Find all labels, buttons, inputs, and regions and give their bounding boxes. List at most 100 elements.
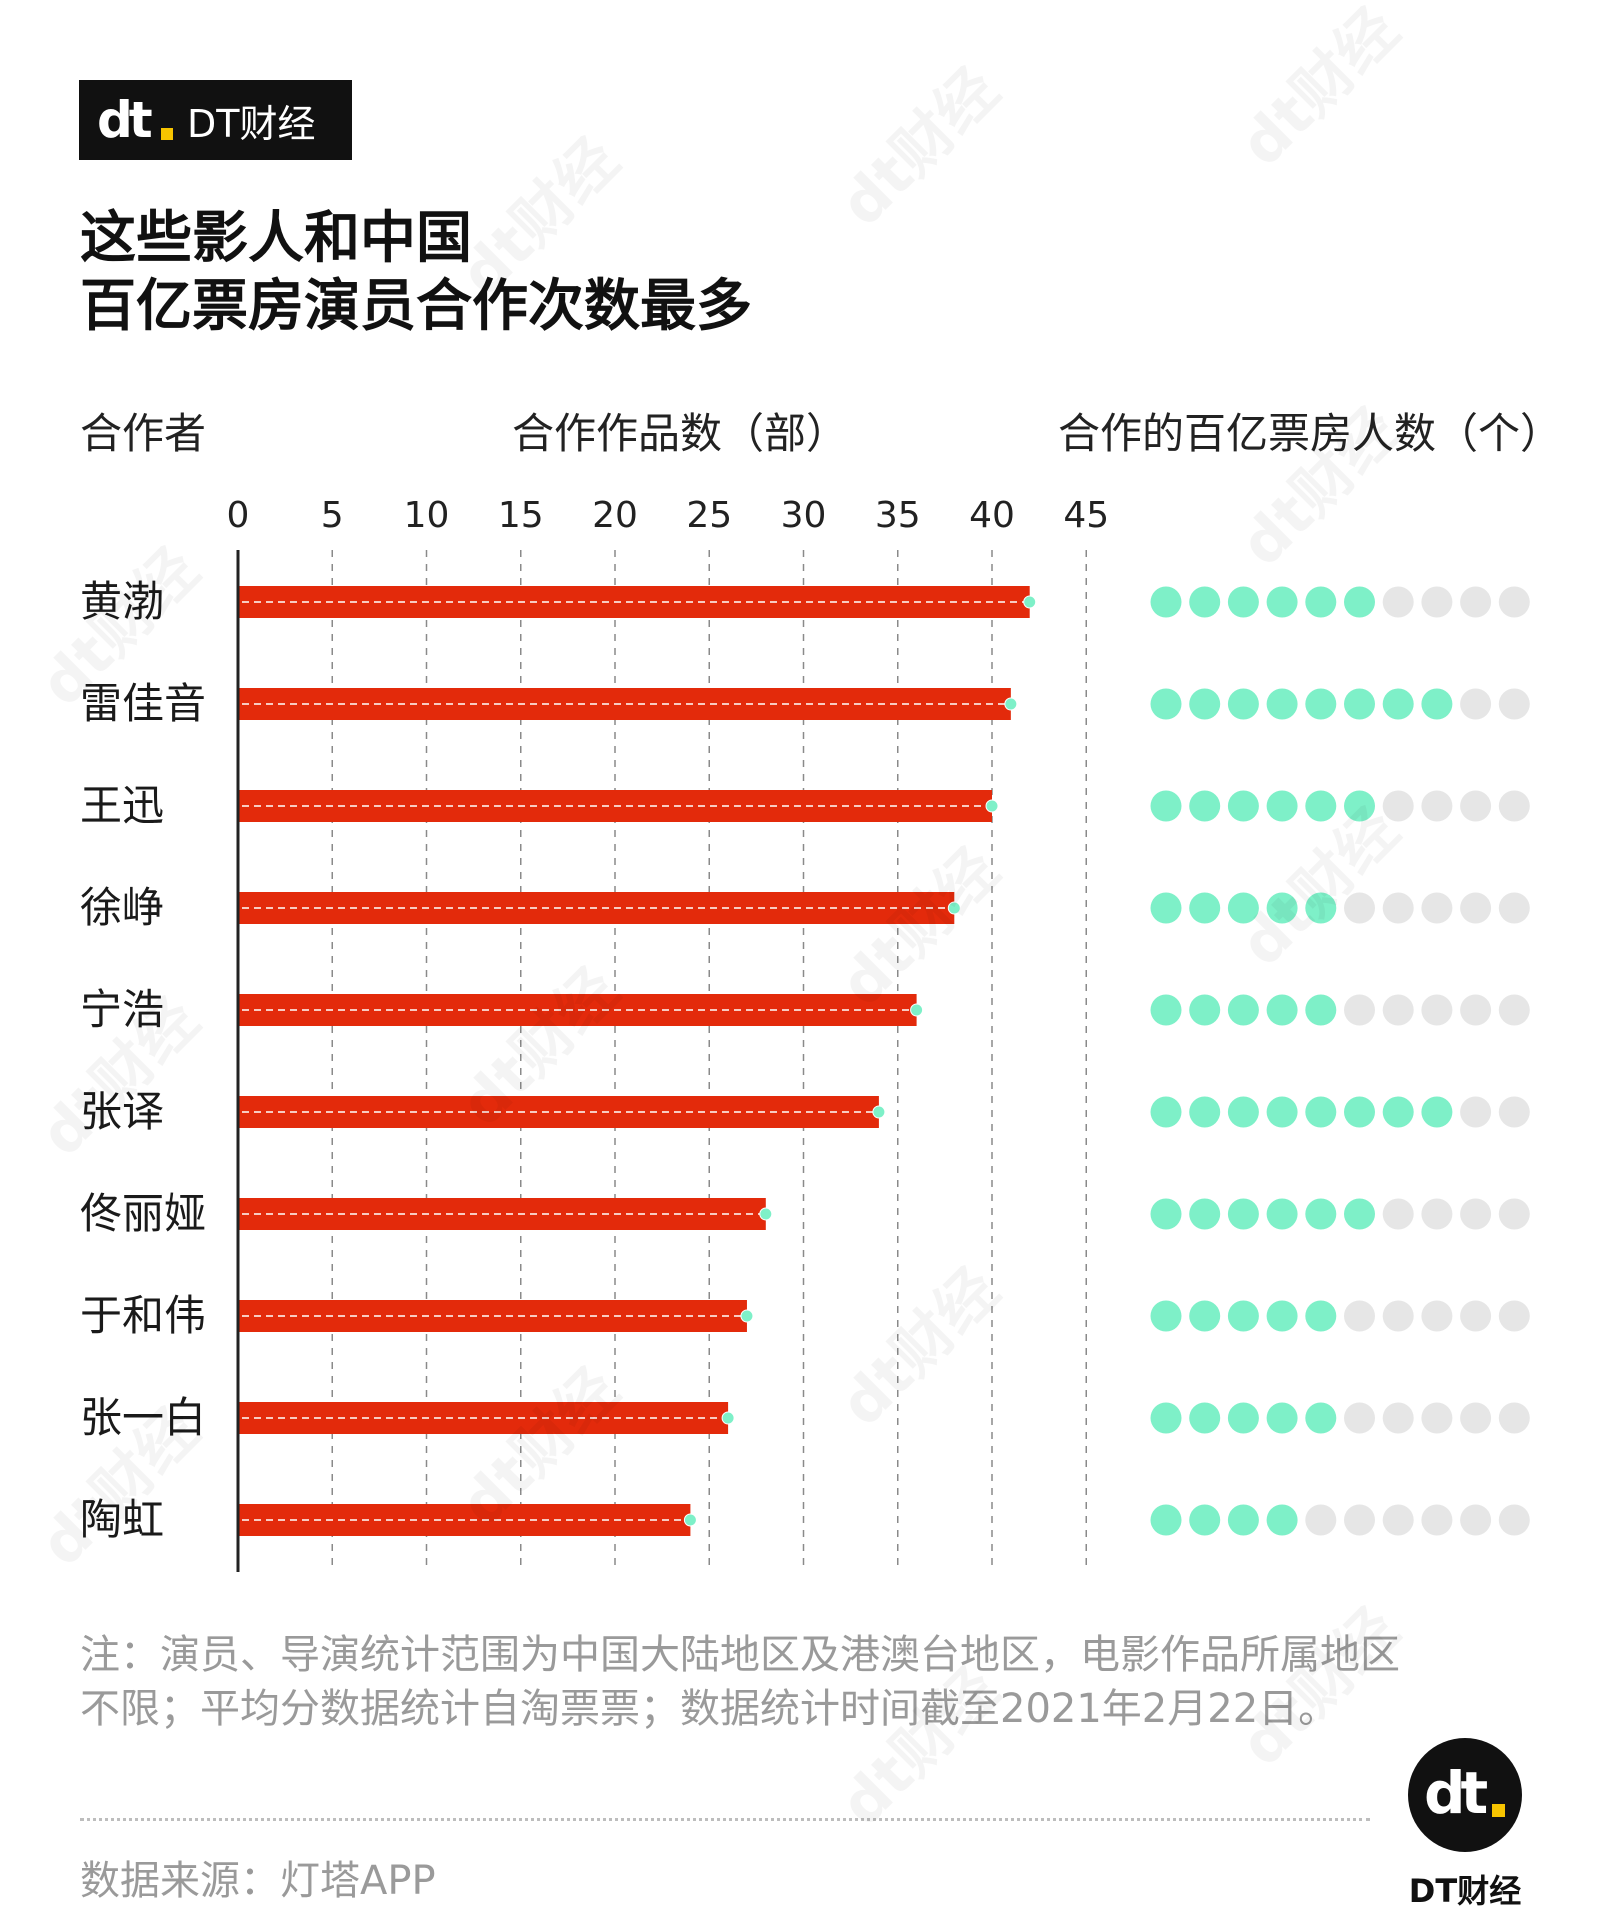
x-tick-label: 10: [404, 495, 450, 536]
actor-dot-empty: [1421, 1402, 1453, 1434]
actor-dot-filled: [1266, 586, 1298, 618]
actor-dot-filled: [1266, 1504, 1298, 1536]
actor-dot-empty: [1498, 790, 1530, 822]
category-label: 陶虹: [80, 1495, 164, 1544]
category-label: 黄渤: [80, 577, 164, 626]
x-tick-label: 40: [969, 495, 1015, 536]
actor-dot-empty: [1421, 892, 1453, 924]
bar-end-point: [683, 1513, 697, 1527]
actor-dot-empty: [1460, 1198, 1492, 1230]
actor-dot-filled: [1150, 586, 1182, 618]
x-tick-label: 15: [498, 495, 544, 536]
actor-dot-empty: [1344, 892, 1375, 924]
actor-dot-filled: [1189, 994, 1221, 1026]
x-tick-label: 35: [875, 495, 921, 536]
actor-dot-filled: [1150, 1504, 1182, 1536]
category-label: 张一白: [80, 1393, 206, 1442]
actor-dot-filled: [1421, 1096, 1453, 1128]
actor-dot-empty: [1460, 1504, 1492, 1536]
actor-dot-filled: [1266, 892, 1298, 924]
actor-dot-filled: [1227, 586, 1259, 618]
actor-dot-empty: [1498, 892, 1530, 924]
chart-title-line-2: 百亿票房演员合作次数最多: [80, 274, 752, 339]
actor-dot-empty: [1421, 586, 1453, 618]
x-tick-label: 25: [686, 495, 732, 536]
actor-dot-filled: [1305, 586, 1337, 618]
actor-dot-empty: [1498, 688, 1530, 720]
actor-dot-filled: [1150, 1402, 1182, 1434]
actor-dot-filled: [1266, 994, 1298, 1026]
actor-dot-empty: [1498, 1504, 1530, 1536]
actor-dot-filled: [1266, 790, 1298, 822]
actor-dot-filled: [1421, 688, 1453, 720]
actor-dot-filled: [1189, 1504, 1221, 1536]
actor-dot-filled: [1305, 1402, 1337, 1434]
logo-mark-text: dt: [97, 91, 153, 149]
category-label: 于和伟: [80, 1291, 206, 1340]
actor-dot-filled: [1227, 1402, 1259, 1434]
actor-dot-filled: [1150, 790, 1182, 822]
footnote: 注：演员、导演统计范围为中国大陆地区及港澳台地区，电影作品所属地区不限；平均分数…: [80, 1632, 1400, 1732]
actor-dot-filled: [1150, 1300, 1182, 1332]
header-actors: 合作的百亿票房人数（个）: [1058, 409, 1563, 458]
brand-logo: dt DT财经: [79, 80, 352, 160]
actor-dot-empty: [1460, 994, 1492, 1026]
actor-dot-empty: [1344, 1402, 1375, 1434]
actor-dot-empty: [1382, 994, 1414, 1026]
actor-dot-filled: [1266, 1402, 1298, 1434]
actor-dot-filled: [1150, 994, 1182, 1026]
actor-dot-filled: [1227, 994, 1259, 1026]
actor-dot-filled: [1227, 1198, 1259, 1230]
data-source: 数据来源：灯塔APP: [80, 1858, 436, 1904]
badge-dot: [1492, 1804, 1505, 1817]
actor-dot-filled: [1150, 1198, 1182, 1230]
x-tick-label: 0: [227, 495, 250, 536]
actor-dot-empty: [1344, 994, 1375, 1026]
actor-dot-filled: [1227, 790, 1259, 822]
actor-dot-filled: [1227, 1096, 1259, 1128]
bar-end-point: [910, 1003, 924, 1017]
dt-logo-icon: dt: [97, 94, 175, 146]
actor-dot-filled: [1382, 688, 1414, 720]
actor-dot-empty: [1498, 1402, 1530, 1434]
badge-mark-text: dt: [1424, 1759, 1488, 1827]
bar-end-point: [721, 1411, 735, 1425]
actor-dot-filled: [1150, 1096, 1182, 1128]
logo-dot: [161, 128, 173, 140]
actor-dot-empty: [1460, 1300, 1492, 1332]
bar-end-point: [1023, 595, 1037, 609]
actor-dot-empty: [1382, 1402, 1414, 1434]
actor-dot-filled: [1266, 1198, 1298, 1230]
actor-dot-filled: [1189, 1198, 1221, 1230]
x-tick-label: 30: [781, 495, 827, 536]
actor-dot-filled: [1305, 790, 1337, 822]
actor-dot-empty: [1498, 586, 1530, 618]
actor-dot-empty: [1460, 1402, 1492, 1434]
actor-dot-empty: [1421, 1300, 1453, 1332]
actor-dot-filled: [1189, 586, 1221, 618]
actor-dot-empty: [1305, 1504, 1337, 1536]
category-label: 王迅: [80, 781, 164, 830]
actor-dot-filled: [1227, 1504, 1259, 1536]
category-label: 雷佳音: [80, 679, 206, 728]
category-label: 佟丽娅: [80, 1189, 206, 1238]
actor-dot-filled: [1344, 586, 1375, 618]
actor-dot-filled: [1305, 688, 1337, 720]
actor-dot-filled: [1305, 1300, 1337, 1332]
actor-dot-filled: [1344, 1096, 1375, 1128]
actor-dot-empty: [1344, 1504, 1375, 1536]
actor-dot-empty: [1421, 790, 1453, 822]
bar-end-point: [1004, 697, 1018, 711]
actor-dot-filled: [1189, 1096, 1221, 1128]
x-tick-label: 5: [321, 495, 344, 536]
actor-dot-filled: [1266, 1096, 1298, 1128]
actor-dot-empty: [1382, 790, 1414, 822]
x-tick-label: 20: [592, 495, 638, 536]
actor-dot-empty: [1498, 1198, 1530, 1230]
actor-dot-empty: [1382, 1300, 1414, 1332]
actor-dot-filled: [1305, 1198, 1337, 1230]
bar: [238, 586, 1030, 618]
x-tick-label: 45: [1063, 495, 1109, 536]
brand-name: DT财经: [187, 101, 316, 146]
bar-end-point: [872, 1105, 886, 1119]
